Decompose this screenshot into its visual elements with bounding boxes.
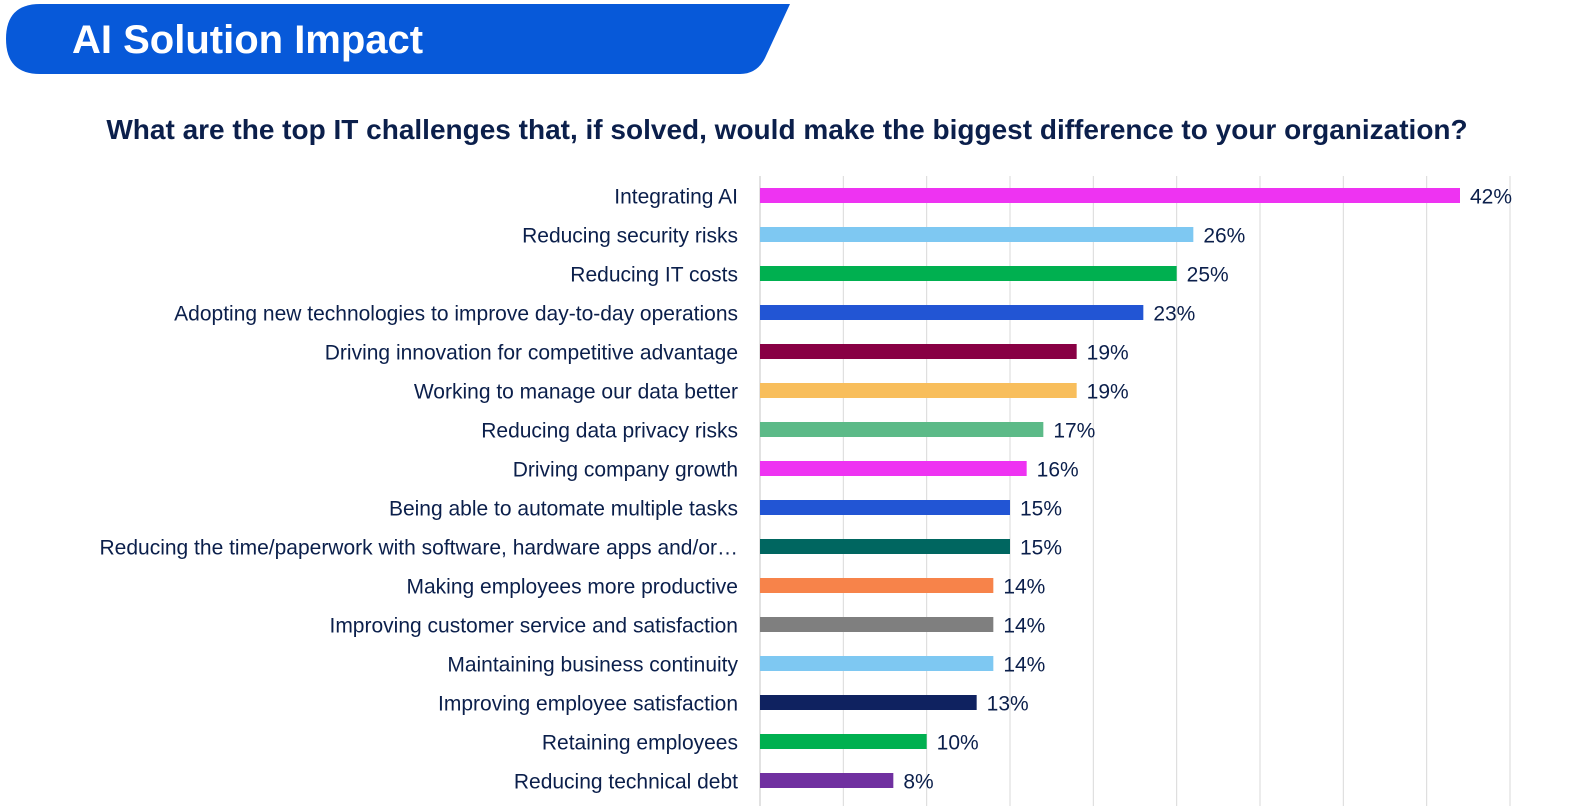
category-labels: Integrating AI Reducing security risks Red…	[100, 186, 739, 794]
bar	[760, 539, 1010, 554]
data-label: 15%	[1020, 498, 1062, 521]
category-label: Reducing security risks	[522, 225, 738, 248]
chart-question: What are the top IT challenges that, if …	[106, 114, 1468, 145]
data-label: 42%	[1470, 186, 1512, 209]
title-banner	[6, 4, 790, 74]
category-label: Working to manage our data better	[414, 381, 738, 404]
bar-chart: Integrating AI Reducing security risks Red…	[100, 176, 1512, 806]
category-label: Improving employee satisfaction	[438, 693, 738, 716]
data-label: 10%	[937, 732, 979, 755]
data-label: 14%	[1003, 654, 1045, 677]
data-label: 23%	[1153, 303, 1195, 326]
bar	[760, 188, 1460, 203]
bar	[760, 344, 1077, 359]
bar	[760, 734, 927, 749]
category-label: Driving company growth	[513, 459, 738, 482]
bar	[760, 773, 894, 788]
data-label: 8%	[903, 771, 933, 794]
data-label: 26%	[1203, 225, 1245, 248]
category-label: Improving customer service and satisfact…	[329, 615, 738, 638]
category-label: Integrating AI	[614, 186, 738, 209]
category-label: Driving innovation for competitive advan…	[325, 342, 738, 365]
category-label: Retaining employees	[542, 732, 738, 755]
category-label: Reducing IT costs	[570, 264, 738, 287]
bar	[760, 500, 1010, 515]
category-label: Reducing technical debt	[514, 771, 738, 794]
category-label: Being able to automate multiple tasks	[389, 498, 738, 521]
bar	[760, 578, 994, 593]
data-label: 19%	[1087, 381, 1129, 404]
data-label: 16%	[1037, 459, 1079, 482]
bar	[760, 422, 1044, 437]
category-label: Reducing the time/paperwork with softwar…	[100, 537, 739, 560]
data-label: 15%	[1020, 537, 1062, 560]
data-label: 14%	[1003, 615, 1045, 638]
bars	[760, 188, 1460, 788]
bar	[760, 227, 1194, 242]
data-label: 13%	[987, 693, 1029, 716]
bar	[760, 305, 1144, 320]
category-label: Reducing data privacy risks	[481, 420, 738, 443]
banner-shape	[6, 4, 790, 74]
data-label: 14%	[1003, 576, 1045, 599]
category-label: Adopting new technologies to improve day…	[174, 303, 738, 326]
data-label: 25%	[1187, 264, 1229, 287]
bar	[760, 461, 1027, 476]
category-label: Maintaining business continuity	[447, 654, 738, 677]
data-label: 17%	[1053, 420, 1095, 443]
bar	[760, 617, 994, 632]
bar	[760, 383, 1077, 398]
value-labels: 42% 26% 25% 23% 19% 19% 17% 16% 15% 15% 14% 14% 14% 1…	[903, 186, 1512, 794]
category-label: Making employees more productive	[407, 576, 739, 599]
data-label: 19%	[1087, 342, 1129, 365]
bar	[760, 695, 977, 710]
page-title: AI Solution Impact	[72, 18, 424, 62]
bar	[760, 656, 994, 671]
bar	[760, 266, 1177, 281]
